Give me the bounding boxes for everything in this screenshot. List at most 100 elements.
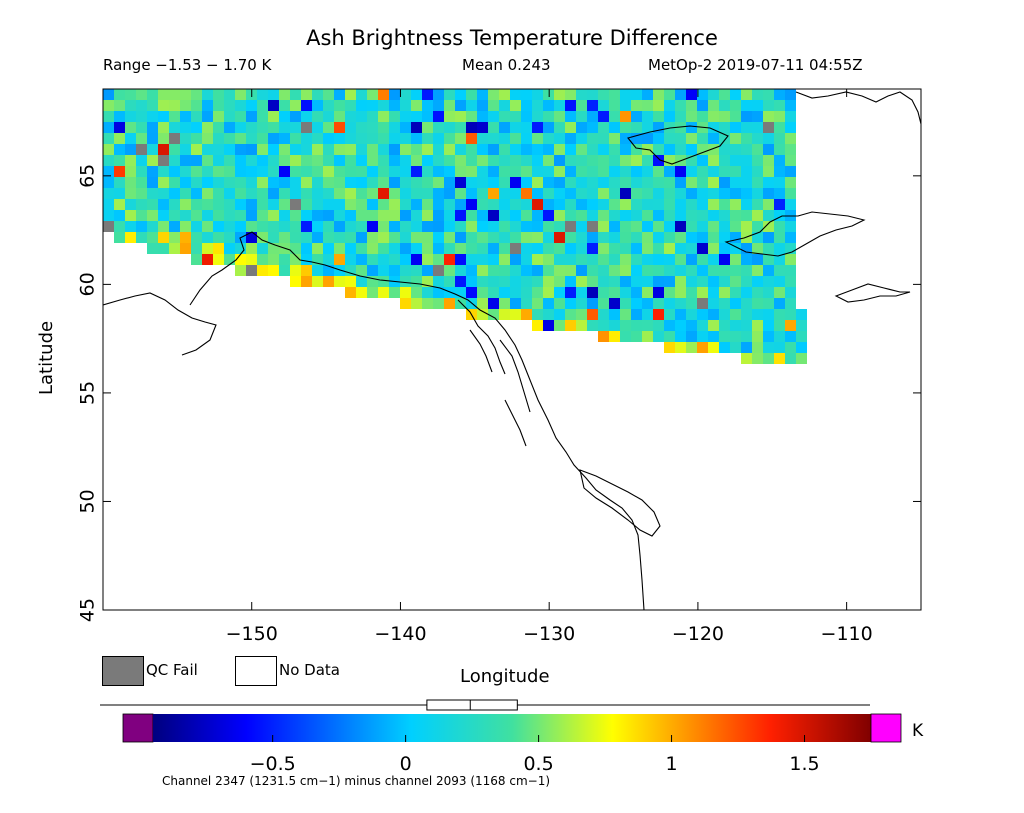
swath-cell: [576, 298, 587, 309]
swath-cell: [576, 243, 587, 254]
swath-cell: [554, 221, 565, 232]
swath-cell: [224, 210, 235, 221]
lake-athabasca: [834, 283, 911, 303]
colorbar-unit: K: [912, 721, 924, 741]
swath-cell: [631, 331, 642, 342]
swath-cell: [741, 221, 752, 232]
swath-cell: [411, 144, 422, 155]
swath-cell: [356, 89, 367, 100]
swath-cell: [246, 122, 257, 133]
swath-cell: [290, 199, 301, 210]
swath-cell: [598, 133, 609, 144]
swath-cell: [224, 177, 235, 188]
swath-cell: [774, 276, 785, 287]
swath-cell: [202, 166, 213, 177]
swath-cell: [411, 287, 422, 298]
swath-cell: [400, 243, 411, 254]
swath-cell: [466, 166, 477, 177]
swath-cell: [587, 122, 598, 133]
swath-cell: [312, 254, 323, 265]
swath-cell: [576, 265, 587, 276]
swath-cell: [752, 353, 763, 364]
swath-cell: [114, 100, 125, 111]
swath-cell: [664, 122, 675, 133]
swath-cell: [444, 188, 455, 199]
swath-cell: [169, 100, 180, 111]
swath-cell: [499, 155, 510, 166]
swath-cell: [290, 232, 301, 243]
swath-cell: [532, 188, 543, 199]
swath-cell: [499, 221, 510, 232]
swath-cell: [191, 133, 202, 144]
swath-cell: [444, 298, 455, 309]
swath-cell: [598, 210, 609, 221]
swath-cell: [114, 166, 125, 177]
swath-cell: [620, 155, 631, 166]
swath-cell: [653, 265, 664, 276]
coastline-layer: [103, 91, 921, 610]
swath-cell: [235, 100, 246, 111]
swath-cell: [510, 155, 521, 166]
swath-cell: [741, 287, 752, 298]
swath-cell: [323, 221, 334, 232]
swath-cell: [631, 155, 642, 166]
swath-cell: [114, 144, 125, 155]
swath-cell: [301, 276, 312, 287]
swath-cell: [741, 254, 752, 265]
swath-cell: [532, 210, 543, 221]
swath-cell: [598, 221, 609, 232]
swath-cell: [774, 298, 785, 309]
swath-cell: [191, 89, 202, 100]
swath-cell: [312, 243, 323, 254]
swath-cell: [433, 133, 444, 144]
swath-cell: [202, 188, 213, 199]
swath-cell: [587, 155, 598, 166]
swath-cell: [752, 342, 763, 353]
swath-cell: [125, 177, 136, 188]
swath-cell: [719, 309, 730, 320]
swath-cell: [774, 342, 785, 353]
swath-cell: [554, 232, 565, 243]
swath-cell: [741, 342, 752, 353]
swath-cell: [312, 133, 323, 144]
swath-cell: [147, 89, 158, 100]
swath-cell: [224, 155, 235, 166]
swath-cell: [741, 188, 752, 199]
swath-cell: [730, 342, 741, 353]
swath-cell: [455, 166, 466, 177]
swath-cell: [268, 89, 279, 100]
swath-cell: [499, 243, 510, 254]
swath-cell: [499, 232, 510, 243]
swath-cell: [620, 122, 631, 133]
swath-cell: [686, 155, 697, 166]
swath-cell: [455, 243, 466, 254]
swath-cell: [191, 177, 202, 188]
swath-cell: [642, 254, 653, 265]
swath-cell: [279, 210, 290, 221]
swath-cell: [631, 210, 642, 221]
y-axis-ticks: 45 50 55 60 65: [77, 164, 921, 622]
swath-cell: [411, 166, 422, 177]
swath-cell: [598, 155, 609, 166]
swath-cell: [543, 320, 554, 331]
swath-cell: [422, 122, 433, 133]
swath-cell: [532, 111, 543, 122]
swath-cell: [664, 100, 675, 111]
swath-cell: [587, 133, 598, 144]
swath-cell: [367, 265, 378, 276]
swath-cell: [345, 177, 356, 188]
swath-cell: [257, 177, 268, 188]
swath-cell: [510, 166, 521, 177]
swath-cell: [114, 122, 125, 133]
swath-cell: [345, 111, 356, 122]
swath-cell: [345, 89, 356, 100]
swath-cell: [103, 177, 114, 188]
swath-cell: [642, 155, 653, 166]
swath-cell: [279, 199, 290, 210]
swath-cell: [708, 177, 719, 188]
swath-cell: [543, 133, 554, 144]
swath-cell: [125, 166, 136, 177]
swath-cell: [268, 177, 279, 188]
swath-cell: [455, 122, 466, 133]
swath-cell: [631, 122, 642, 133]
